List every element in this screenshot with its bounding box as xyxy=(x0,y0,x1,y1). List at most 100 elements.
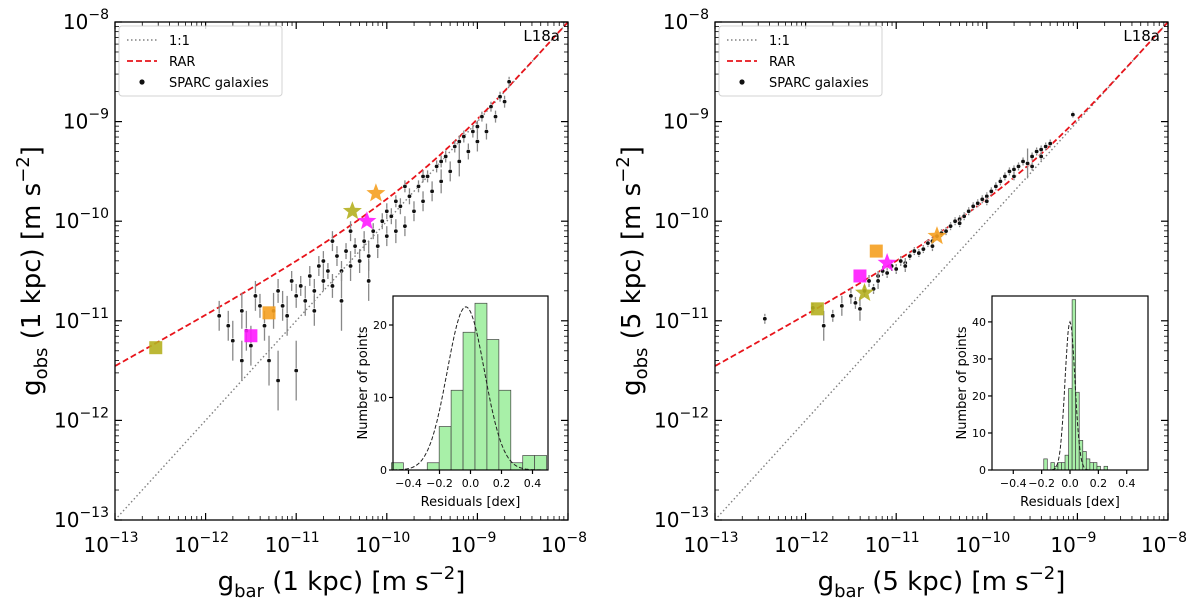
x-label-main: g xyxy=(818,567,835,597)
galaxy-point xyxy=(1043,144,1049,150)
x-tick-label: 10−13 xyxy=(84,530,139,557)
plot-area xyxy=(115,22,568,520)
galaxy-point xyxy=(898,258,904,264)
x-tick-base: 10 xyxy=(774,533,799,557)
galaxy-point xyxy=(961,213,967,219)
x-tick-label: 10−10 xyxy=(355,530,410,557)
inset-y-tick-label: 0 xyxy=(380,464,387,477)
panel-left: 10−13 10−12 10−11 10−10 10−9 10−810−1310−1210… xyxy=(13,7,587,600)
galaxy-point xyxy=(443,153,449,159)
galaxy-point xyxy=(762,316,768,322)
inset-y-tick-label: 30 xyxy=(972,353,986,366)
galaxy-point xyxy=(425,173,431,179)
galaxy-point xyxy=(993,183,999,189)
inset-y-tick-label: 10 xyxy=(373,392,387,405)
galaxy-point xyxy=(325,268,331,274)
galaxy-point xyxy=(461,134,467,140)
hist-bar xyxy=(1057,462,1062,471)
hist-bar xyxy=(1089,462,1094,471)
x-tick-base: 10 xyxy=(1050,533,1075,557)
y-tick-exp: −13 xyxy=(679,505,709,521)
x-tick-base: 10 xyxy=(1141,533,1166,557)
galaxy-point xyxy=(352,243,358,249)
y-tick-base: 10 xyxy=(63,10,88,34)
x-label-exp: −2 xyxy=(429,563,456,584)
galaxy-point xyxy=(1038,146,1044,152)
x-tick-exp: −10 xyxy=(381,530,411,546)
hist-bar xyxy=(438,426,452,471)
galaxy-point xyxy=(916,250,922,256)
galaxy-point xyxy=(497,94,503,100)
x-axis-label: gbar (1 kpc) [m s−2] xyxy=(218,563,466,600)
corner-label: L18a xyxy=(1123,27,1160,45)
highlight-square xyxy=(853,269,867,283)
rar-curve xyxy=(115,22,568,367)
galaxy-point xyxy=(952,218,958,224)
axes-frame xyxy=(114,21,569,521)
y-tick-label: 10−10 xyxy=(654,206,709,233)
hist-bar xyxy=(522,455,536,471)
inset-x-tick-label: 0.4 xyxy=(524,477,542,490)
galaxy-point xyxy=(248,343,254,349)
galaxy-point xyxy=(1002,173,1008,179)
hist-bar xyxy=(1061,462,1066,471)
hist-bar xyxy=(462,331,476,471)
inset-y-tick-label: 0 xyxy=(979,464,986,477)
galaxy-point xyxy=(1011,166,1017,172)
galaxy-point xyxy=(911,248,917,254)
x-tick-label: 10−12 xyxy=(774,530,829,557)
galaxy-point xyxy=(821,323,827,329)
galaxy-point xyxy=(397,203,403,209)
hist-bar xyxy=(1075,391,1080,471)
hist-bar xyxy=(1064,454,1069,471)
galaxy-point xyxy=(830,313,836,319)
galaxy-point xyxy=(216,313,222,319)
galaxy-point xyxy=(975,200,981,206)
x-tick-base: 10 xyxy=(174,533,199,557)
galaxy-point xyxy=(406,193,412,199)
one-to-one-line xyxy=(715,22,1168,520)
y-label-rest: (1 kpc) [m s xyxy=(17,183,47,348)
y-tick-label: 10−9 xyxy=(63,107,109,134)
x-label-sub: bar xyxy=(834,581,864,600)
highlight-square xyxy=(244,329,258,343)
x-label-exp: −2 xyxy=(1029,563,1056,584)
galaxy-point xyxy=(502,99,508,105)
gaussian-fit xyxy=(393,306,548,471)
galaxy-point xyxy=(875,278,881,284)
y-tick-base: 10 xyxy=(654,508,679,532)
x-tick-exp: −12 xyxy=(800,530,830,546)
x-label-rest: (1 kpc) [m s xyxy=(264,567,429,597)
highlight-star xyxy=(357,211,377,230)
y-label-close: ] xyxy=(617,146,647,156)
galaxy-point xyxy=(970,203,976,209)
galaxy-point xyxy=(225,323,231,329)
inset-x-tick-label: −0.2 xyxy=(426,477,453,490)
galaxy-point xyxy=(1025,160,1031,166)
galaxy-point xyxy=(375,243,381,249)
galaxy-point xyxy=(420,198,426,204)
plot-area xyxy=(715,22,1168,520)
galaxy-point xyxy=(261,323,267,329)
y-label-exp: −2 xyxy=(13,156,34,183)
y-tick-label: 10−13 xyxy=(654,505,709,532)
galaxy-point xyxy=(329,283,335,289)
galaxy-point xyxy=(1034,148,1040,154)
galaxy-point xyxy=(456,158,462,164)
x-tick-base: 10 xyxy=(541,533,566,557)
inset-x-tick-label: −0.4 xyxy=(395,477,422,490)
y-label-main: g xyxy=(17,379,47,396)
x-tick-label: 10−8 xyxy=(541,530,587,557)
galaxy-point xyxy=(447,168,453,174)
galaxy-point xyxy=(280,303,286,309)
galaxy-point xyxy=(338,298,344,304)
y-tick-exp: −9 xyxy=(688,107,709,123)
galaxy-point xyxy=(1029,153,1035,159)
y-tick-label: 10−8 xyxy=(663,7,709,34)
x-tick-base: 10 xyxy=(450,533,475,557)
x-tick-exp: −10 xyxy=(981,530,1011,546)
inset-x-label: Residuals [dex] xyxy=(1020,495,1120,510)
galaxy-point xyxy=(1070,112,1076,118)
galaxy-point xyxy=(348,228,354,234)
x-axis-label: gbar (5 kpc) [m s−2] xyxy=(818,563,1066,600)
